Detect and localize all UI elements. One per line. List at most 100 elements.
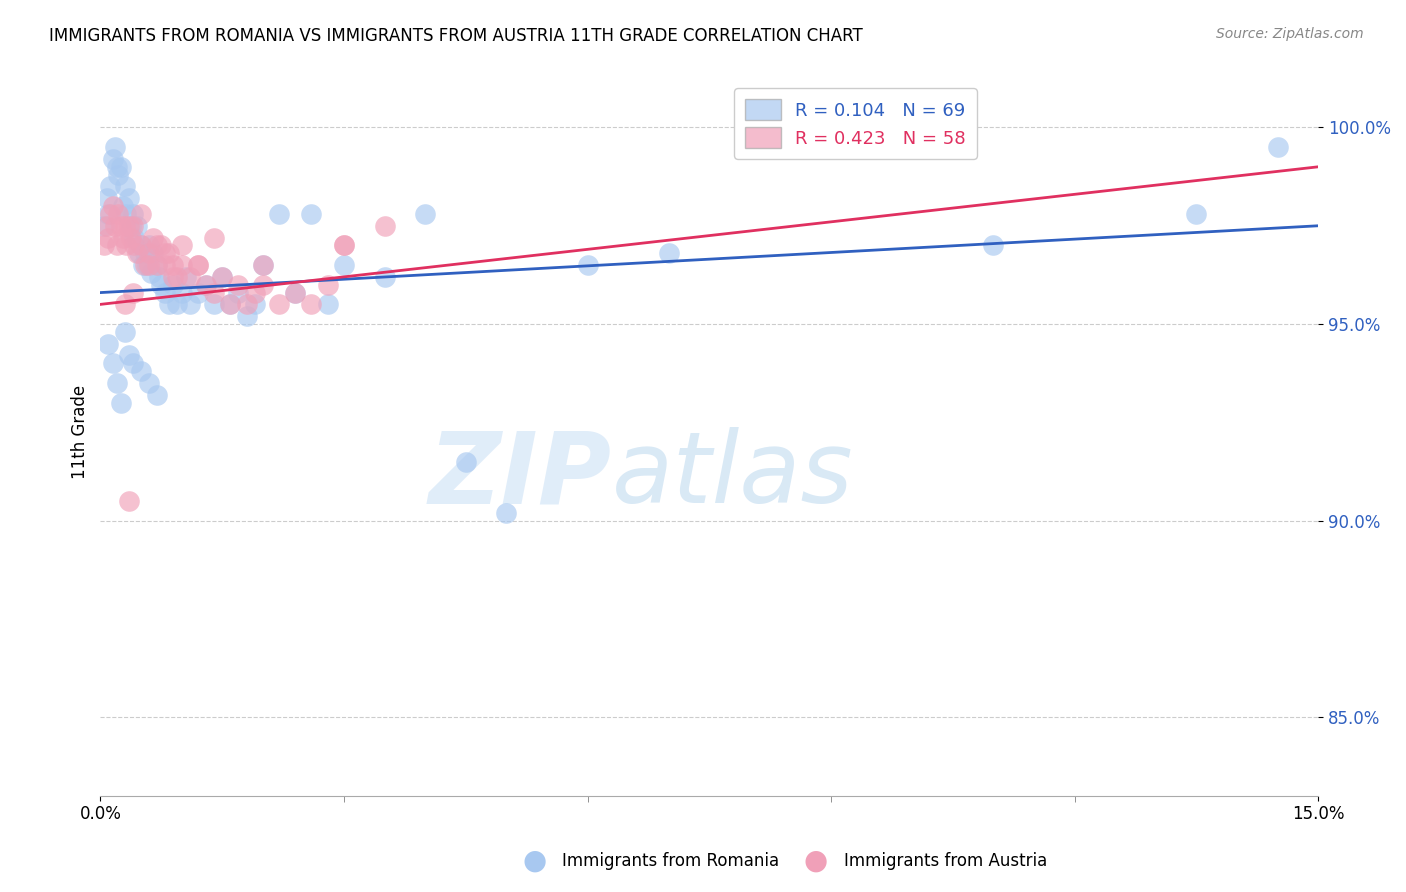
Point — [284, 285, 307, 300]
Point — [983, 238, 1005, 252]
Text: Source: ZipAtlas.com: Source: ZipAtlas.com — [1216, 27, 1364, 41]
Point — [107, 168, 129, 182]
Point — [138, 376, 160, 390]
Point — [252, 258, 274, 272]
Point — [129, 238, 152, 252]
Point — [128, 246, 150, 260]
Point — [202, 285, 225, 300]
Point — [301, 207, 323, 221]
Point — [120, 230, 142, 244]
Point — [211, 269, 233, 284]
Point — [142, 230, 165, 244]
Point — [219, 297, 242, 311]
Point — [138, 238, 160, 252]
Point — [170, 258, 193, 272]
Point — [118, 219, 141, 233]
Point — [115, 207, 138, 221]
Point — [118, 349, 141, 363]
Point — [228, 277, 250, 292]
Point — [157, 297, 180, 311]
Point — [110, 160, 132, 174]
Point — [779, 140, 801, 154]
Point — [267, 297, 290, 311]
Point — [1185, 207, 1208, 221]
Point — [155, 285, 177, 300]
Point — [179, 297, 201, 311]
Point — [252, 277, 274, 292]
Point — [125, 246, 148, 260]
Point — [125, 219, 148, 233]
Point — [98, 179, 121, 194]
Text: Immigrants from Romania: Immigrants from Romania — [562, 852, 779, 870]
Text: IMMIGRANTS FROM ROMANIA VS IMMIGRANTS FROM AUSTRIA 11TH GRADE CORRELATION CHART: IMMIGRANTS FROM ROMANIA VS IMMIGRANTS FR… — [49, 27, 863, 45]
Point — [316, 277, 339, 292]
Point — [316, 297, 339, 311]
Point — [150, 238, 173, 252]
Y-axis label: 11th Grade: 11th Grade — [72, 385, 89, 479]
Point — [101, 199, 124, 213]
Point — [114, 219, 136, 233]
Point — [118, 191, 141, 205]
Point — [134, 246, 156, 260]
Point — [202, 230, 225, 244]
Point — [162, 269, 184, 284]
Text: Immigrants from Austria: Immigrants from Austria — [844, 852, 1047, 870]
Point — [131, 258, 153, 272]
Point — [243, 285, 266, 300]
Point — [162, 277, 184, 292]
Point — [170, 285, 193, 300]
Point — [114, 325, 136, 339]
Point — [454, 455, 477, 469]
Text: ●: ● — [522, 847, 547, 875]
Legend: R = 0.104   N = 69, R = 0.423   N = 58: R = 0.104 N = 69, R = 0.423 N = 58 — [734, 88, 977, 159]
Point — [114, 179, 136, 194]
Point — [93, 219, 115, 233]
Point — [333, 238, 356, 252]
Point — [121, 356, 143, 370]
Text: ●: ● — [803, 847, 828, 875]
Point — [121, 285, 143, 300]
Point — [105, 238, 128, 252]
Point — [658, 246, 681, 260]
Point — [150, 277, 173, 292]
Point — [194, 277, 217, 292]
Point — [121, 219, 143, 233]
Point — [129, 364, 152, 378]
Point — [333, 238, 356, 252]
Point — [170, 238, 193, 252]
Point — [267, 207, 290, 221]
Point — [252, 258, 274, 272]
Point — [136, 258, 159, 272]
Point — [121, 207, 143, 221]
Point — [124, 238, 146, 252]
Point — [101, 152, 124, 166]
Point — [97, 230, 120, 244]
Point — [157, 246, 180, 260]
Point — [104, 219, 127, 233]
Point — [138, 246, 160, 260]
Point — [194, 277, 217, 292]
Point — [211, 269, 233, 284]
Point — [187, 258, 209, 272]
Point — [235, 297, 257, 311]
Point — [142, 246, 165, 260]
Point — [301, 297, 323, 311]
Point — [93, 238, 115, 252]
Point — [104, 140, 127, 154]
Point — [97, 336, 120, 351]
Point — [166, 297, 188, 311]
Point — [148, 269, 170, 284]
Point — [96, 191, 118, 205]
Point — [96, 219, 118, 233]
Point — [860, 112, 883, 127]
Point — [114, 297, 136, 311]
Point — [97, 207, 120, 221]
Point — [373, 219, 395, 233]
Point — [115, 238, 138, 252]
Point — [243, 297, 266, 311]
Point — [187, 258, 209, 272]
Point — [129, 238, 152, 252]
Point — [110, 395, 132, 409]
Point — [118, 494, 141, 508]
Point — [146, 258, 169, 272]
